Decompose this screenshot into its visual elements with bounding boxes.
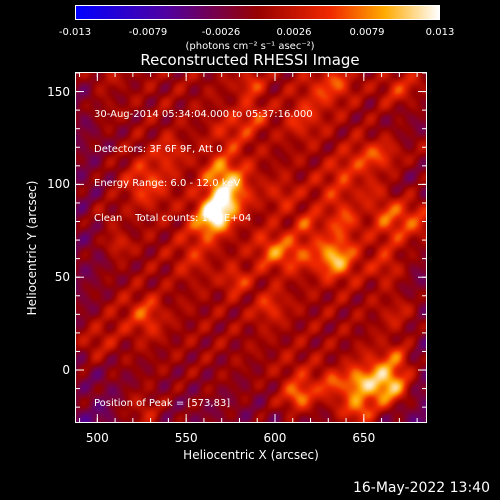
chart-title: Reconstructed RHESSI Image [140, 51, 360, 69]
energy-range-text: Energy Range: 6.0 - 12.0 keV [94, 178, 241, 189]
footer-timestamp: 16-May-2022 13:40 [352, 480, 490, 496]
colorbar-tick-label: 0.013 [425, 27, 455, 38]
x-tick-label: 600 [263, 431, 287, 445]
time-range-text: 30-Aug-2014 05:34:04.000 to 05:37:16.000 [94, 109, 313, 120]
y-tick-label: 0 [62, 363, 70, 378]
y-axis-label: Heliocentric Y (arcsec) [25, 180, 39, 316]
colorbar-tick-label: -0.0079 [128, 27, 168, 38]
y-tick-label: 150 [47, 84, 70, 99]
x-tick-label: 650 [352, 431, 376, 445]
colorbar-tick-label: 0.0026 [276, 27, 312, 38]
colorbar-units-label: (photons cm⁻² s⁻¹ asec⁻²) [185, 41, 315, 52]
method-counts-text: Clean Total counts: 1.92E+04 [94, 212, 252, 224]
detectors-text: Detectors: 3F 6F 9F, Att 0 [94, 143, 223, 155]
heatmap-image [76, 73, 426, 422]
info-annotation: 30-Aug-2014 05:34:04.000 to 05:37:16.000… [94, 86, 313, 236]
colorbar-tick-label: 0.0079 [349, 27, 385, 38]
x-axis-label: Heliocentric X (arcsec) [183, 448, 319, 462]
y-tick-label: 100 [47, 177, 70, 192]
colorbar-tick-label: -0.0026 [201, 27, 241, 38]
y-tick-label: 50 [54, 270, 70, 285]
x-tick-label: 500 [85, 431, 109, 445]
peak-position-text: Position of Peak = [573,83] [94, 398, 231, 409]
colorbar-tick-label: -0.013 [58, 27, 92, 38]
colorbar [75, 5, 440, 20]
x-tick-label: 550 [174, 431, 198, 445]
plot-area [75, 72, 427, 423]
